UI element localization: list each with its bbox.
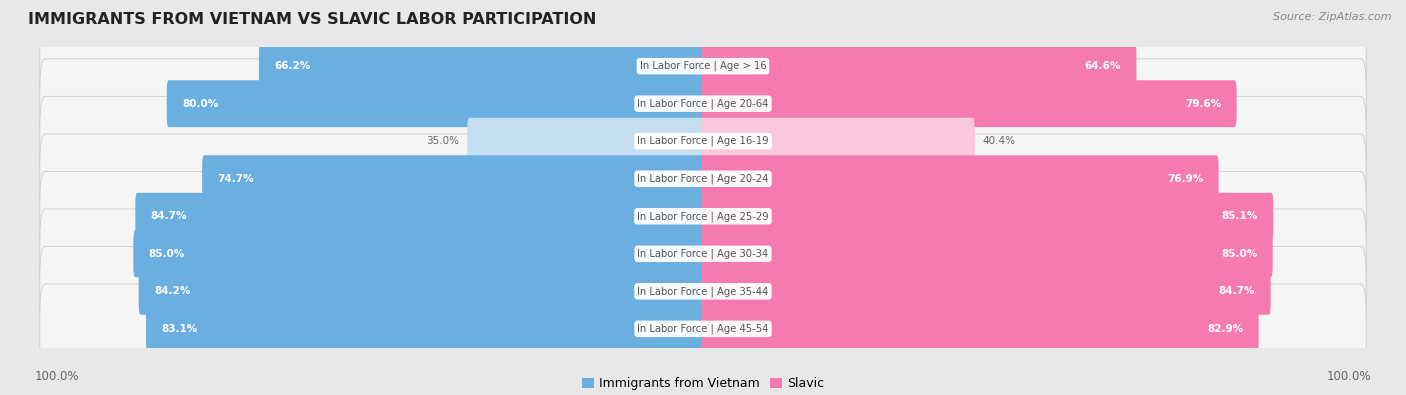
FancyBboxPatch shape	[139, 268, 704, 315]
FancyBboxPatch shape	[39, 171, 1367, 261]
FancyBboxPatch shape	[39, 59, 1367, 149]
Text: 74.7%: 74.7%	[218, 174, 254, 184]
Text: 100.0%: 100.0%	[1326, 370, 1371, 383]
Text: Source: ZipAtlas.com: Source: ZipAtlas.com	[1274, 12, 1392, 22]
Text: 85.1%: 85.1%	[1222, 211, 1258, 221]
FancyBboxPatch shape	[39, 134, 1367, 224]
FancyBboxPatch shape	[702, 155, 1219, 202]
Text: 82.9%: 82.9%	[1208, 324, 1243, 334]
Text: 76.9%: 76.9%	[1167, 174, 1204, 184]
FancyBboxPatch shape	[702, 118, 974, 165]
FancyBboxPatch shape	[259, 43, 704, 90]
Text: In Labor Force | Age 45-54: In Labor Force | Age 45-54	[637, 324, 769, 334]
Text: 83.1%: 83.1%	[162, 324, 198, 334]
FancyBboxPatch shape	[702, 80, 1237, 127]
FancyBboxPatch shape	[146, 305, 704, 352]
FancyBboxPatch shape	[39, 246, 1367, 336]
Text: 35.0%: 35.0%	[426, 136, 460, 146]
FancyBboxPatch shape	[39, 284, 1367, 374]
Text: In Labor Force | Age 20-24: In Labor Force | Age 20-24	[637, 173, 769, 184]
FancyBboxPatch shape	[702, 305, 1258, 352]
FancyBboxPatch shape	[702, 268, 1271, 315]
FancyBboxPatch shape	[167, 80, 704, 127]
Text: 84.7%: 84.7%	[150, 211, 187, 221]
FancyBboxPatch shape	[702, 193, 1274, 240]
Text: IMMIGRANTS FROM VIETNAM VS SLAVIC LABOR PARTICIPATION: IMMIGRANTS FROM VIETNAM VS SLAVIC LABOR …	[28, 12, 596, 27]
Text: In Labor Force | Age 25-29: In Labor Force | Age 25-29	[637, 211, 769, 222]
Text: In Labor Force | Age 30-34: In Labor Force | Age 30-34	[637, 248, 769, 259]
FancyBboxPatch shape	[702, 230, 1272, 277]
Text: 85.0%: 85.0%	[1220, 249, 1257, 259]
Text: 64.6%: 64.6%	[1084, 61, 1121, 71]
Text: 66.2%: 66.2%	[274, 61, 311, 71]
Text: 85.0%: 85.0%	[149, 249, 186, 259]
FancyBboxPatch shape	[467, 118, 704, 165]
Text: 100.0%: 100.0%	[35, 370, 80, 383]
FancyBboxPatch shape	[134, 230, 704, 277]
Text: 80.0%: 80.0%	[181, 99, 218, 109]
Text: 84.7%: 84.7%	[1219, 286, 1256, 296]
Text: 79.6%: 79.6%	[1185, 99, 1222, 109]
FancyBboxPatch shape	[39, 21, 1367, 111]
Text: In Labor Force | Age 35-44: In Labor Force | Age 35-44	[637, 286, 769, 297]
Text: 84.2%: 84.2%	[155, 286, 190, 296]
Legend: Immigrants from Vietnam, Slavic: Immigrants from Vietnam, Slavic	[576, 372, 830, 395]
Text: 40.4%: 40.4%	[983, 136, 1015, 146]
FancyBboxPatch shape	[39, 96, 1367, 186]
Text: In Labor Force | Age 20-64: In Labor Force | Age 20-64	[637, 98, 769, 109]
FancyBboxPatch shape	[202, 155, 704, 202]
Text: In Labor Force | Age 16-19: In Labor Force | Age 16-19	[637, 136, 769, 147]
FancyBboxPatch shape	[702, 43, 1136, 90]
Text: In Labor Force | Age > 16: In Labor Force | Age > 16	[640, 61, 766, 71]
FancyBboxPatch shape	[135, 193, 704, 240]
FancyBboxPatch shape	[39, 209, 1367, 299]
